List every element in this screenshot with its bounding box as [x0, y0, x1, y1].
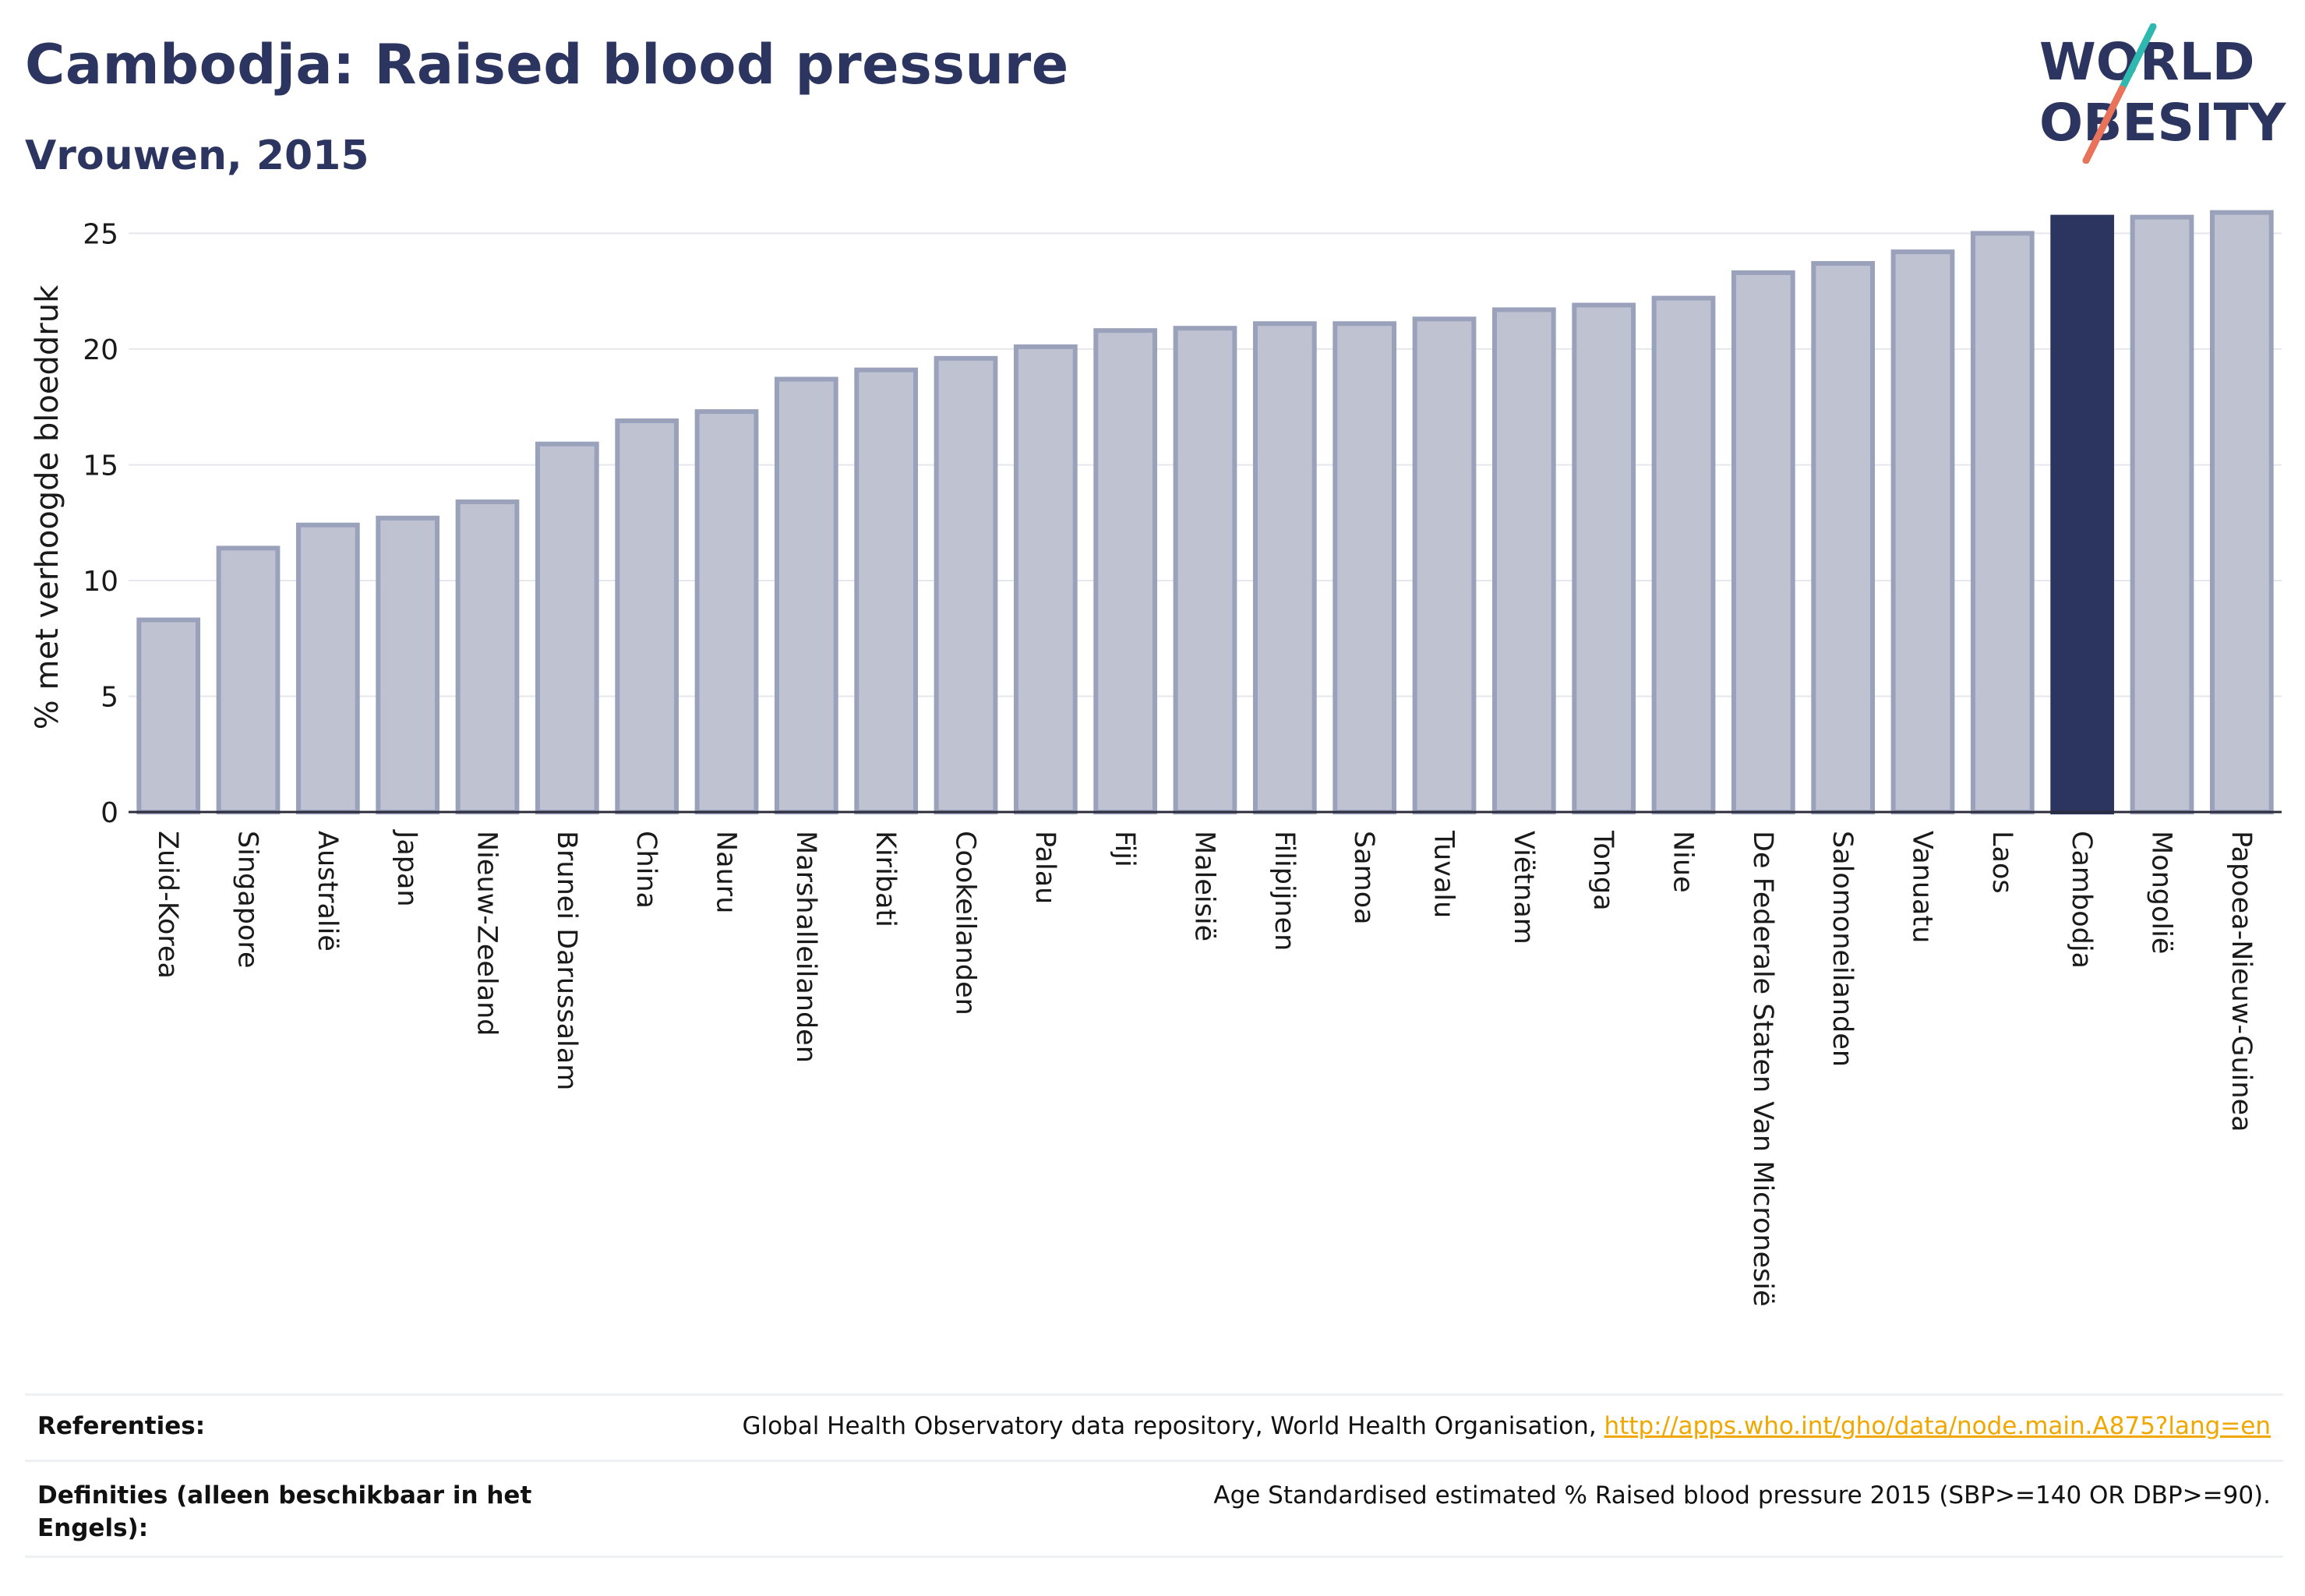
bar-china — [615, 418, 679, 814]
y-tick-label: 0 — [101, 797, 118, 829]
world-obesity-logo: WORLD OBESITY — [2039, 23, 2287, 164]
bar-salomoneilanden — [1811, 261, 1876, 814]
x-tick-label: Brunei Darussalam — [551, 831, 582, 1090]
y-tick-label: 25 — [83, 218, 118, 250]
bar-brunei-darussalam — [535, 441, 599, 814]
x-tick-label: Samoa — [1348, 831, 1379, 925]
x-tick-label: Filipijnen — [1269, 831, 1300, 951]
x-tick-label: Fiji — [1109, 831, 1140, 867]
y-tick-label: 10 — [83, 566, 118, 598]
x-tick-label: Tonga — [1587, 830, 1618, 911]
x-tick-label: Palau — [1029, 831, 1061, 904]
bar-australi- — [295, 522, 360, 814]
x-tick-label: Tuvalu — [1428, 830, 1460, 918]
chart-title: Cambodja: Raised blood pressure — [25, 33, 1069, 97]
bar-samoa — [1333, 321, 1397, 815]
definitions-value: Age Standardised estimated % Raised bloo… — [1213, 1481, 2271, 1509]
bars — [136, 210, 2274, 815]
bar-nieuw-zeeland — [455, 499, 520, 815]
x-tick-label: Singapore — [232, 831, 263, 969]
y-tick-labels: 0 5 10 15 20 25 — [83, 218, 118, 829]
x-tick-label: Cookeilanden — [950, 831, 981, 1015]
x-tick-label: Cambodja — [2066, 831, 2097, 969]
bar-marshalleilanden — [774, 376, 838, 815]
bar-vanuatu — [1890, 249, 1955, 815]
bar-tonga — [1572, 302, 1636, 814]
x-tick-label: Salomoneilanden — [1827, 831, 1858, 1067]
bar-japan — [376, 515, 440, 814]
references-source: Global Health Observatory data repositor… — [742, 1412, 1604, 1440]
bar-de-federale-staten-van-micronesi- — [1731, 270, 1795, 815]
bar-nauru — [694, 409, 759, 814]
x-tick-label: Maleisië — [1189, 831, 1220, 941]
y-axis-label: % met verhoogde bloeddruk — [30, 284, 65, 729]
x-tick-label: De Federale Staten Van Micronesië — [1747, 831, 1778, 1307]
y-tick-label: 20 — [83, 334, 118, 366]
references-label: Referenties: — [37, 1412, 206, 1440]
references-link[interactable]: http://apps.who.int/gho/data/node.main.A… — [1604, 1412, 2271, 1440]
references-table: Referenties: Global Health Observatory d… — [25, 1393, 2283, 1558]
x-tick-label: Vanuatu — [1907, 831, 1938, 943]
bar-filipijnen — [1252, 321, 1317, 815]
x-tick-label: Mongolië — [2146, 831, 2177, 954]
bar-tuvalu — [1412, 316, 1477, 814]
x-tick-label: Niue — [1668, 831, 1699, 893]
x-tick-label: Nauru — [711, 831, 742, 913]
x-tick-label: Viëtnam — [1508, 831, 1539, 945]
x-tick-label: Laos — [1986, 831, 2017, 894]
bar-mongoli- — [2130, 214, 2194, 814]
x-tick-label: Australië — [312, 831, 343, 952]
logo-line2: OBESITY — [2039, 93, 2287, 153]
x-tick-label: Marshalleilanden — [790, 831, 821, 1063]
references-row: Referenties: Global Health Observatory d… — [25, 1393, 2283, 1460]
definitions-row: Definities (alleen beschikbaar in het En… — [25, 1460, 2283, 1558]
references-value: Global Health Observatory data repositor… — [742, 1410, 2271, 1442]
x-tick-label: Papoea-Nieuw-Guinea — [2226, 831, 2257, 1132]
bar-palau — [1013, 344, 1078, 814]
bar-niue — [1651, 295, 1716, 815]
bar-cookeilanden — [934, 355, 998, 814]
x-tick-label: Japan — [391, 829, 422, 907]
bar-laos — [1970, 231, 2035, 814]
x-tick-label: Kiribati — [870, 831, 901, 927]
bar-papoea-nieuw-guinea — [2209, 210, 2274, 814]
y-tick-label: 15 — [83, 450, 118, 482]
bar-singapore — [216, 546, 281, 815]
bar-kiribati — [854, 367, 919, 815]
y-tick-label: 5 — [101, 681, 118, 713]
bar-chart: 0 5 10 15 20 25 Zuid-Korea Singapore Australië J… — [30, 210, 2282, 1307]
bar-vi-tnam — [1491, 307, 1556, 814]
logo-slash-top — [2118, 23, 2157, 93]
bar-maleisi- — [1173, 326, 1237, 815]
chart-subtitle: Vrouwen, 2015 — [25, 132, 369, 179]
x-tick-label: Nieuw-Zeeland — [471, 831, 503, 1036]
bar-fiji — [1093, 328, 1158, 814]
x-tick-label: Zuid-Korea — [152, 831, 183, 979]
definitions-label: Definities (alleen beschikbaar in het En… — [37, 1481, 532, 1542]
x-tick-labels: Zuid-Korea Singapore Australië Japan Nieuw-Z… — [152, 829, 2257, 1307]
logo-slash-bottom — [2082, 85, 2126, 164]
bar-zuid-korea — [136, 617, 201, 815]
x-tick-label: China — [630, 831, 662, 909]
bar-cambodja — [2050, 214, 2115, 814]
